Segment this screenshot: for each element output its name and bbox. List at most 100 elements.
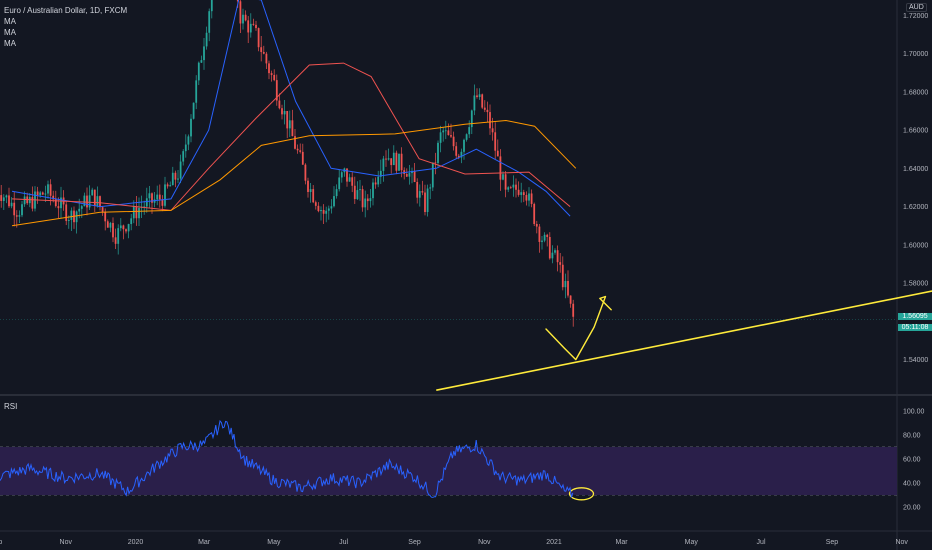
candle-body xyxy=(359,189,361,191)
candle-body xyxy=(465,134,468,140)
candle-body xyxy=(286,110,289,129)
trendline-drawing xyxy=(436,290,932,391)
candle-body xyxy=(23,196,26,205)
candle-body xyxy=(392,152,395,166)
candle-body xyxy=(190,118,192,137)
time-tick-label: May xyxy=(267,539,281,546)
candle-body xyxy=(455,146,458,156)
symbol-title[interactable]: Euro / Australian Dollar, 1D, FXCM xyxy=(4,6,128,15)
time-tick-label: Sep xyxy=(408,539,421,546)
candle-body xyxy=(119,225,122,229)
candle-body xyxy=(169,185,172,187)
candle-body xyxy=(473,95,476,111)
candle-body xyxy=(559,262,562,265)
candle-body xyxy=(83,195,86,207)
candle-body xyxy=(236,0,239,2)
candle-body xyxy=(499,156,502,180)
rsi-tick-label: 20.00 xyxy=(903,505,921,512)
candle-body xyxy=(36,191,39,196)
ma-indicator-2[interactable]: MA xyxy=(4,28,16,37)
candle-body xyxy=(322,210,325,214)
ma-indicator-3[interactable]: MA xyxy=(4,39,16,48)
candle-body xyxy=(86,195,88,208)
candle-body xyxy=(54,199,57,207)
candle-body xyxy=(517,189,520,195)
candle-body xyxy=(187,136,190,145)
candle-body xyxy=(546,234,549,237)
candle-body xyxy=(320,210,322,212)
candle-body xyxy=(444,130,447,132)
candle-body xyxy=(366,198,369,202)
candle-body xyxy=(52,195,55,200)
time-tick-label: Mar xyxy=(198,539,211,546)
candle-body xyxy=(88,195,91,208)
candle-body xyxy=(312,189,315,203)
candle-body xyxy=(338,177,341,190)
candle-body xyxy=(166,184,169,187)
candle-body xyxy=(489,112,491,129)
candle-body xyxy=(184,144,187,152)
candle-body xyxy=(470,110,473,128)
candle-body xyxy=(275,80,278,101)
candle-body xyxy=(457,155,460,158)
candle-body xyxy=(278,100,281,109)
rsi-band xyxy=(0,447,897,495)
candle-body xyxy=(127,224,130,232)
candle-body xyxy=(356,190,359,200)
user-drawings[interactable] xyxy=(436,290,932,501)
candle-body xyxy=(548,236,551,259)
candle-body xyxy=(255,24,257,29)
candle-body xyxy=(502,174,504,180)
candle-body xyxy=(512,184,515,188)
time-tick-label: Nov xyxy=(60,539,73,546)
currency-label[interactable]: AUD xyxy=(906,3,927,12)
candle-body xyxy=(260,47,263,53)
candle-body xyxy=(333,196,335,207)
candle-body xyxy=(99,196,101,208)
candle-body xyxy=(437,142,439,163)
candle-body xyxy=(567,280,569,296)
candle-body xyxy=(93,189,96,206)
candle-body xyxy=(561,264,564,288)
candle-body xyxy=(294,136,296,149)
candle-body xyxy=(413,171,416,183)
candle-body xyxy=(491,128,494,133)
candle-body xyxy=(177,178,179,180)
candle-body xyxy=(242,14,244,24)
candle-body xyxy=(283,110,286,115)
candle-body xyxy=(130,218,133,225)
candle-body xyxy=(265,53,268,64)
candle-body xyxy=(572,303,575,317)
candle-body xyxy=(210,0,213,12)
candle-body xyxy=(309,189,312,192)
candle-body xyxy=(429,187,432,189)
candle-body xyxy=(353,185,356,200)
chart-legend: Euro / Australian Dollar, 1D, FXCM MA MA… xyxy=(4,5,127,49)
candle-body xyxy=(452,136,455,147)
price-tick-label: 1.58000 xyxy=(903,281,928,288)
rsi-pane-label[interactable]: RSI xyxy=(4,402,18,411)
rsi-tick-label: 60.00 xyxy=(903,457,921,464)
candle-body xyxy=(569,295,572,304)
time-tick-label: Sep xyxy=(826,539,839,546)
candle-body xyxy=(143,206,146,208)
candle-body xyxy=(60,197,62,209)
candle-body xyxy=(442,130,445,133)
price-tick-label: 1.60000 xyxy=(903,242,928,249)
candle-body xyxy=(431,162,434,188)
candle-body xyxy=(78,208,81,212)
candle-body xyxy=(372,182,374,199)
rsi-circle-drawing xyxy=(568,487,595,501)
candle-body xyxy=(197,62,200,81)
candle-body xyxy=(135,206,138,219)
candle-body xyxy=(41,192,44,195)
ma-indicator-1[interactable]: MA xyxy=(4,17,16,26)
candle-body xyxy=(377,176,380,185)
candle-body xyxy=(104,211,107,222)
candle-body xyxy=(49,184,52,196)
candle-body xyxy=(554,250,556,253)
candle-body xyxy=(509,187,512,189)
candle-body xyxy=(400,153,403,171)
candle-body xyxy=(379,170,382,177)
